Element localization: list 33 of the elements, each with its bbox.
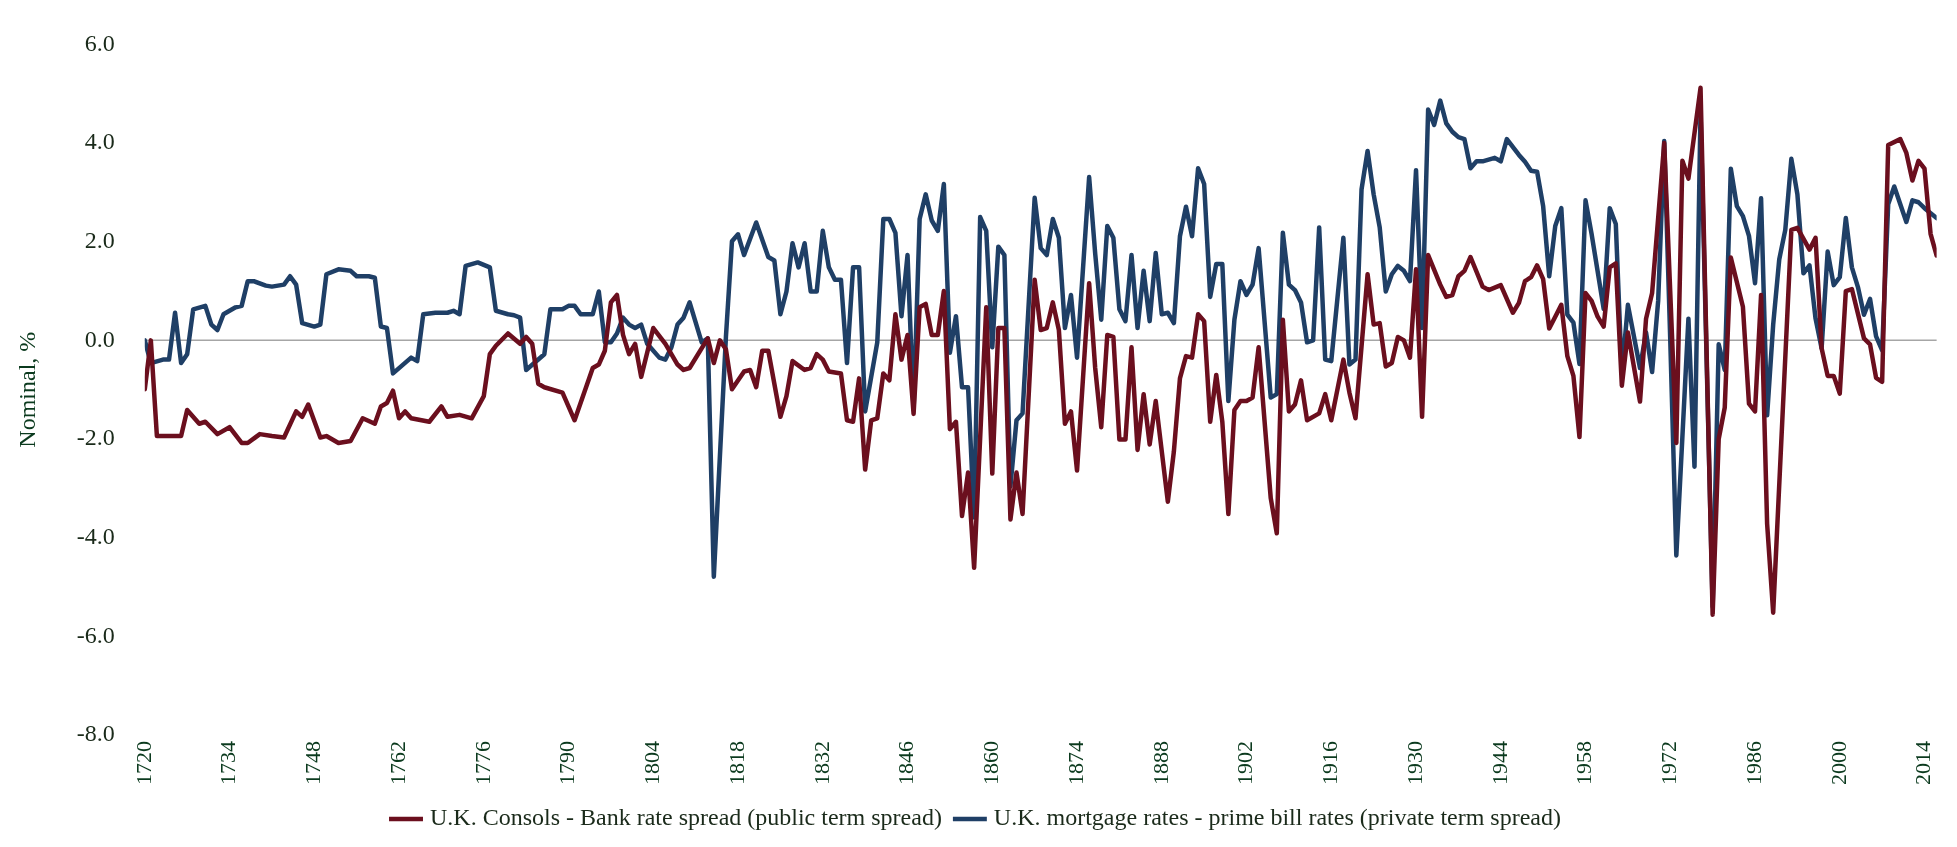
y-tick-label: -4.0	[76, 522, 115, 549]
x-tick-label: 1860	[978, 741, 1004, 785]
x-tick-label: 1986	[1740, 741, 1766, 785]
x-tick-label: 1748	[300, 741, 326, 785]
y-tick-label: 6.0	[84, 29, 115, 56]
x-tick-label: 1958	[1571, 741, 1597, 785]
y-tick-label: -2.0	[76, 424, 115, 451]
x-tick-label: 1972	[1656, 741, 1682, 785]
legend-label: U.K. Consols - Bank rate spread (public term spread)	[430, 804, 942, 831]
y-axis-title: Nominal, %	[13, 331, 40, 448]
x-tick-label: 1720	[130, 741, 156, 785]
x-tick-label: 1874	[1062, 741, 1088, 785]
x-tick-label: 1930	[1401, 741, 1427, 785]
x-tick-label: 1846	[893, 741, 919, 785]
y-tick-label: 2.0	[84, 227, 115, 254]
y-tick-label: -8.0	[76, 720, 115, 747]
x-tick-label: 1804	[639, 741, 665, 785]
x-tick-label: 1734	[215, 741, 241, 785]
x-tick-label: 1832	[808, 741, 834, 785]
x-tick-label: 1944	[1486, 741, 1512, 785]
x-tick-label: 1888	[1147, 741, 1173, 785]
y-tick-label: 0.0	[84, 325, 115, 352]
y-tick-label: -6.0	[76, 621, 115, 648]
x-tick-label: 1818	[723, 741, 749, 785]
x-tick-label: 1790	[554, 741, 580, 785]
x-tick-label: 1902	[1232, 741, 1258, 785]
y-tick-label: 4.0	[84, 128, 115, 155]
legend-label: U.K. mortgage rates - prime bill rates (private term spread)	[993, 804, 1561, 831]
x-tick-label: 2000	[1825, 741, 1851, 785]
x-tick-label: 1776	[469, 741, 495, 785]
x-tick-label: 2014	[1910, 741, 1936, 785]
x-tick-label: 1762	[384, 741, 410, 785]
x-tick-label: 1916	[1317, 741, 1343, 785]
